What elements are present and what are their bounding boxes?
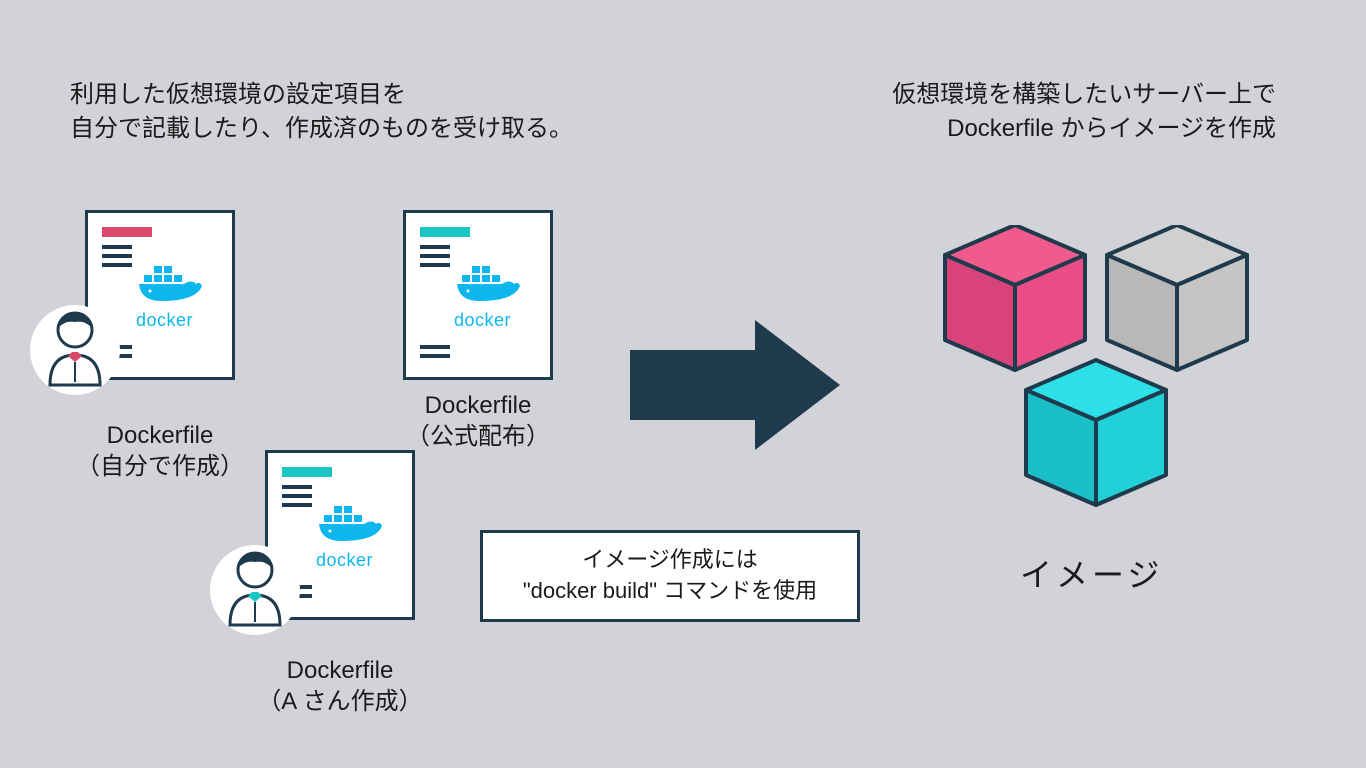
card-label-official: Dockerfile （公式配布） (378, 390, 578, 452)
cube-cyan (1026, 360, 1166, 505)
command-line2: "docker build" コマンドを使用 (503, 576, 837, 607)
person-icon-a-san (210, 540, 300, 640)
docker-brand-text: docker (316, 550, 406, 571)
card-official-label1: Dockerfile (378, 390, 578, 421)
cube-pink (945, 225, 1085, 370)
card-own-label2: （自分で作成） (60, 451, 260, 482)
left-desc-line1: 利用した仮想環境の設定項目を (70, 78, 573, 112)
docker-logo-icon: docker (454, 261, 544, 331)
card-lines-icon (102, 245, 132, 272)
docker-logo-icon: docker (136, 261, 226, 331)
docker-whale-icon (136, 261, 206, 303)
card-own-label1: Dockerfile (60, 420, 260, 451)
cube-grey (1107, 225, 1247, 370)
person-icon-own (30, 300, 120, 400)
docker-brand-text: docker (136, 310, 226, 331)
docker-whale-icon (316, 501, 386, 543)
card-lines-bottom-icon (420, 345, 450, 363)
arrow-icon (620, 310, 850, 460)
card-asan-label2: （A さん作成） (240, 686, 440, 717)
docker-logo-icon: docker (316, 501, 406, 571)
card-header-bar (102, 227, 152, 237)
command-box: イメージ作成には "docker build" コマンドを使用 (480, 530, 860, 622)
left-desc-line2: 自分で記載したり、作成済のものを受け取る。 (70, 112, 573, 146)
card-asan-label1: Dockerfile (240, 655, 440, 686)
docker-brand-text: docker (454, 310, 544, 331)
image-label: イメージ (1020, 550, 1163, 596)
docker-whale-icon (454, 261, 524, 303)
card-lines-icon (420, 245, 450, 272)
card-label-a-san: Dockerfile （A さん作成） (240, 655, 440, 717)
command-line1: イメージ作成には (503, 545, 837, 576)
right-description: 仮想環境を構築したいサーバー上で Dockerfile からイメージを作成 (892, 78, 1276, 145)
card-official-label2: （公式配布） (378, 421, 578, 452)
right-desc-line2: Dockerfile からイメージを作成 (892, 112, 1276, 146)
image-cubes-icon (930, 225, 1270, 530)
right-desc-line1: 仮想環境を構築したいサーバー上で (892, 78, 1276, 112)
left-description: 利用した仮想環境の設定項目を 自分で記載したり、作成済のものを受け取る。 (70, 78, 573, 145)
card-label-own: Dockerfile （自分で作成） (60, 420, 260, 482)
card-lines-icon (282, 485, 312, 512)
dockerfile-card-official: docker (403, 210, 553, 380)
card-header-bar (282, 467, 332, 477)
card-header-bar (420, 227, 470, 237)
